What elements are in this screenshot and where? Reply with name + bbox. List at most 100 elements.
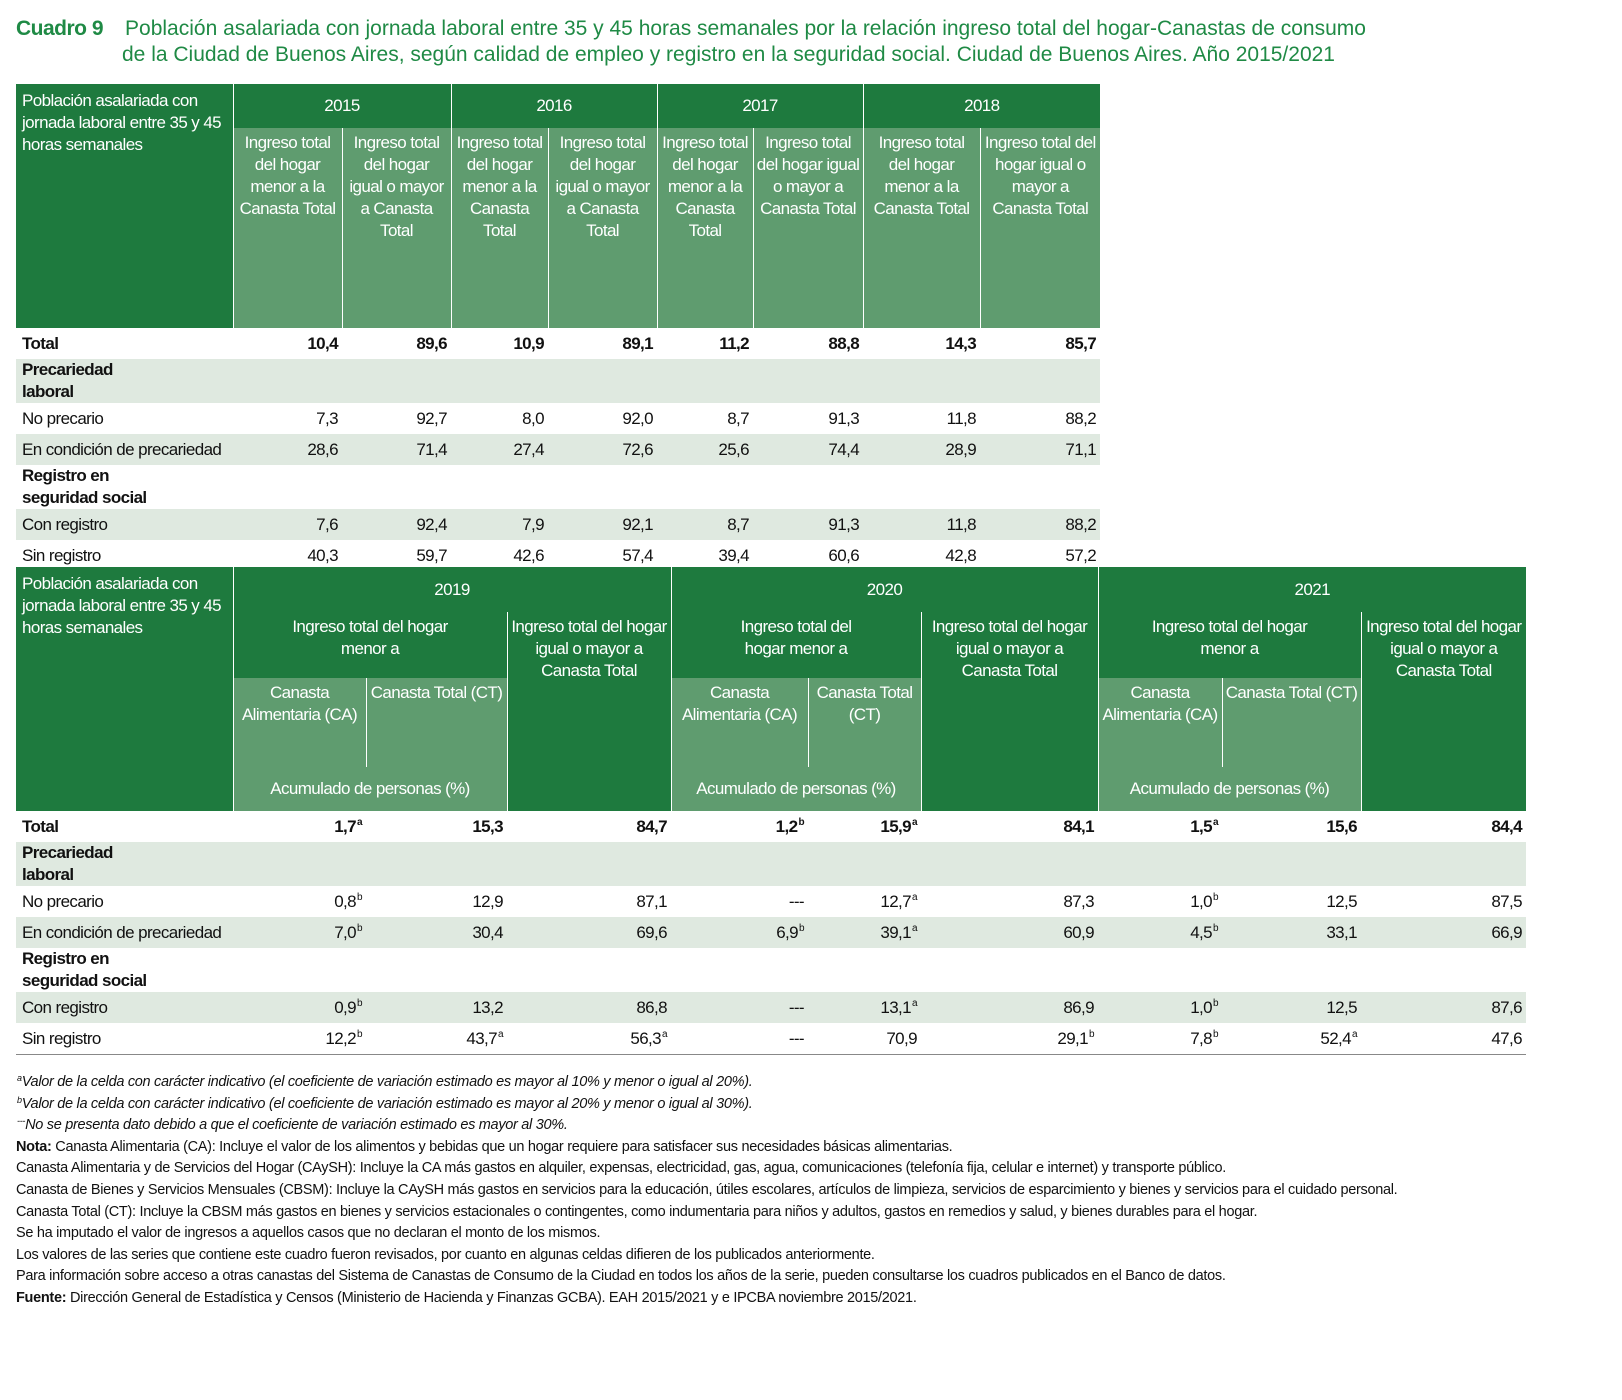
cell: 1,5a bbox=[1098, 811, 1222, 842]
row-label: No precario bbox=[22, 891, 104, 911]
cell: 1,0b bbox=[1098, 992, 1222, 1023]
cell: --- bbox=[788, 891, 805, 911]
cell: 10,9 bbox=[513, 333, 545, 353]
column-header: Ingreso total del hogar igual o mayor a … bbox=[752, 128, 864, 328]
note: Fuente: Dirección General de Estadística… bbox=[16, 1288, 1606, 1310]
cell: 12,5 bbox=[1222, 992, 1361, 1023]
cell: 11,8 bbox=[946, 408, 977, 428]
cell: 12,5 bbox=[1326, 891, 1357, 911]
column-header: Ingreso total del hogar igual o mayor a … bbox=[341, 128, 452, 328]
note: Se ha imputado el valor de ingresos a aq… bbox=[16, 1223, 1606, 1245]
group-header: Ingreso total del hogar igual o mayor a … bbox=[506, 612, 671, 811]
header-row: Población asalariada con jornada laboral… bbox=[16, 84, 1101, 328]
cell-note: a bbox=[662, 1028, 668, 1040]
year-header: 2019 bbox=[232, 567, 671, 612]
cell-value: 0,9 bbox=[334, 997, 357, 1017]
row-label: Total bbox=[22, 333, 59, 353]
cell-value: 56,3 bbox=[630, 1028, 662, 1048]
cell: 87,6 bbox=[1361, 992, 1527, 1023]
cell: 0,9b bbox=[233, 992, 366, 1023]
unit-header: Acumulado de personas (%) bbox=[1097, 767, 1361, 811]
cell-value: 15,9 bbox=[880, 816, 912, 836]
year-header: 2016 bbox=[450, 84, 658, 128]
cell: 60,6 bbox=[828, 545, 860, 565]
table-row: Con registro 7,6 92,4 7,9 92,1 8,7 91,3 11,8 88,… bbox=[16, 509, 1101, 540]
group-header: Ingreso total del hogar igual o mayor a … bbox=[920, 612, 1098, 811]
cell: 71,1 bbox=[980, 434, 1101, 465]
row-label: No precario bbox=[22, 408, 104, 428]
note-text: Para información sobre acceso a otras ca… bbox=[16, 1268, 1226, 1285]
cell: 1,0b bbox=[1098, 886, 1222, 917]
cell-note: a bbox=[357, 816, 363, 828]
column-header: Canasta Alimentaria (CA) bbox=[232, 678, 366, 767]
cell-note: b bbox=[1213, 891, 1219, 903]
cell-value: 6,9 bbox=[776, 922, 799, 942]
cell-note: b bbox=[1213, 997, 1219, 1009]
cell: 43,7a bbox=[366, 1023, 507, 1055]
cell: 7,9 bbox=[451, 509, 549, 540]
footnote-mark: --- bbox=[17, 1116, 26, 1127]
cell: 14,3 bbox=[945, 333, 977, 353]
column-header: Canasta Alimentaria (CA) bbox=[670, 678, 808, 767]
cell-note: a bbox=[912, 891, 918, 903]
cell: 8,7 bbox=[727, 408, 750, 428]
group-header: Ingreso total del hogar menor a bbox=[670, 612, 921, 678]
cell: 88,2 bbox=[980, 509, 1101, 540]
year-header: 2015 bbox=[232, 84, 452, 128]
table-row: Registro en seguridad social bbox=[16, 948, 1526, 992]
note-text: Los valores de las series que contiene e… bbox=[16, 1246, 875, 1263]
cell: 87,3 bbox=[1063, 891, 1094, 911]
cell: 11,8 bbox=[863, 509, 981, 540]
cell: 8,0 bbox=[522, 408, 545, 428]
cell: 91,3 bbox=[828, 408, 860, 428]
cell: 7,3 bbox=[316, 408, 338, 428]
note: Los valores de las series que contiene e… bbox=[16, 1245, 1606, 1267]
cell: --- bbox=[671, 1023, 808, 1055]
cell-note: a bbox=[912, 816, 918, 828]
cell: 74,4 bbox=[753, 434, 864, 465]
cell: 7,8b bbox=[1098, 1023, 1222, 1055]
column-header: Canasta Total (CT) bbox=[1221, 678, 1361, 767]
cell: 88,2 bbox=[1065, 408, 1097, 428]
cell-value: 13,1 bbox=[880, 997, 912, 1017]
row-label: Con registro bbox=[16, 509, 233, 540]
cell-value: 0,8 bbox=[334, 891, 357, 911]
column-header: Ingreso total del hogar igual o mayor a … bbox=[979, 128, 1101, 328]
table: Población asalariada con jornada laboral… bbox=[16, 84, 1101, 571]
cell: 27,4 bbox=[451, 434, 549, 465]
table: Población asalariada con jornada laboral… bbox=[16, 567, 1527, 1055]
cell: 72,6 bbox=[548, 434, 658, 465]
column-header: Ingreso total del hogar menor a la Canas… bbox=[232, 128, 342, 328]
note-text: Canasta Alimentaria y de Servicios del H… bbox=[16, 1160, 1226, 1177]
footnote: aValor de la celda con carácter indicati… bbox=[16, 1072, 1606, 1094]
row-label-text: Precariedad laboral bbox=[22, 360, 113, 401]
cell: 25,6 bbox=[657, 434, 754, 465]
cell: 15,3 bbox=[472, 816, 503, 836]
cell: 84,1 bbox=[1063, 816, 1094, 836]
unit-header: Acumulado de personas (%) bbox=[670, 767, 921, 811]
row-label: En condición de precariedad bbox=[16, 917, 233, 948]
cell: 86,8 bbox=[507, 992, 671, 1023]
year-header: 2018 bbox=[862, 84, 1101, 128]
cell-value: 7,0 bbox=[334, 922, 357, 942]
table-row: En condición de precariedad 28,6 71,4 27,4 7… bbox=[16, 434, 1101, 465]
cell: 12,7a bbox=[808, 886, 921, 917]
footnote-text: No se presenta dato debido a que el coef… bbox=[25, 1117, 568, 1134]
note-text: Canasta de Bienes y Servicios Mensuales … bbox=[16, 1181, 1398, 1198]
cell-note: b bbox=[1089, 1028, 1095, 1040]
cell: 13,2 bbox=[366, 992, 507, 1023]
header-row: Ingreso total del hogar menor a la Canas… bbox=[16, 128, 1101, 328]
footnote: bValor de la celda con carácter indicati… bbox=[16, 1094, 1606, 1116]
cell-value: 1,7 bbox=[334, 816, 357, 836]
cell: 69,6 bbox=[507, 917, 671, 948]
row-label: Precariedad laboral bbox=[16, 842, 1527, 886]
row-label: Total bbox=[22, 816, 59, 836]
cell: 15,9a bbox=[808, 811, 921, 842]
table-row: Sin registro 12,2b 43,7a 56,3a --- 70,9 29,1b 7… bbox=[16, 1023, 1527, 1055]
cell: 89,1 bbox=[622, 333, 654, 353]
row-label-text: Registro en seguridad social bbox=[22, 466, 147, 507]
cell: 66,9 bbox=[1361, 917, 1527, 948]
cell: 4,5b bbox=[1098, 917, 1222, 948]
cell-value: 4,5 bbox=[1190, 922, 1213, 942]
year-header: 2021 bbox=[1097, 567, 1527, 612]
